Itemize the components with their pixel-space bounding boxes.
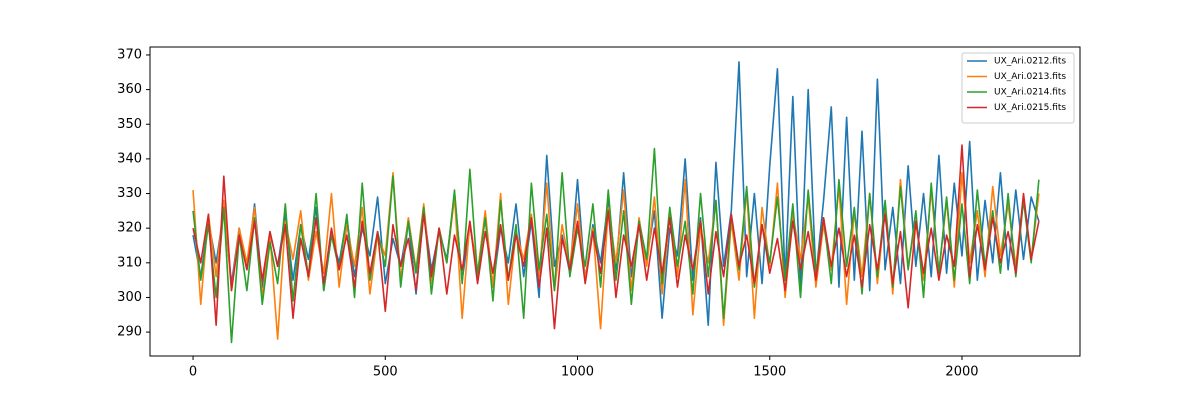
x-tick-label: 500	[373, 365, 398, 380]
y-tick-label: 350	[117, 117, 142, 132]
y-tick-label: 370	[117, 47, 142, 62]
y-tick-label: 310	[117, 255, 142, 270]
legend-label: UX_Ari.0213.fits	[994, 72, 1066, 82]
y-tick-label: 320	[117, 221, 142, 236]
legend-label: UX_Ari.0212.fits	[994, 57, 1066, 67]
x-tick-label: 1500	[753, 365, 786, 380]
series-line	[192, 147, 1040, 344]
y-tick-label: 360	[117, 82, 142, 97]
legend-label: UX_Ari.0215.fits	[994, 103, 1066, 113]
y-tick-label: 290	[117, 325, 142, 340]
y-tick-label: 340	[117, 151, 142, 166]
x-tick-label: 1000	[561, 365, 594, 380]
series-line	[192, 144, 1040, 330]
legend-label: UX_Ari.0214.fits	[994, 88, 1066, 98]
plot-frame	[149, 46, 1081, 357]
x-tick-label: 0	[189, 365, 197, 380]
y-tick-label: 300	[117, 290, 142, 305]
x-tick-label: 2000	[945, 365, 978, 380]
y-tick-label: 330	[117, 186, 142, 201]
legend-box	[961, 52, 1075, 124]
